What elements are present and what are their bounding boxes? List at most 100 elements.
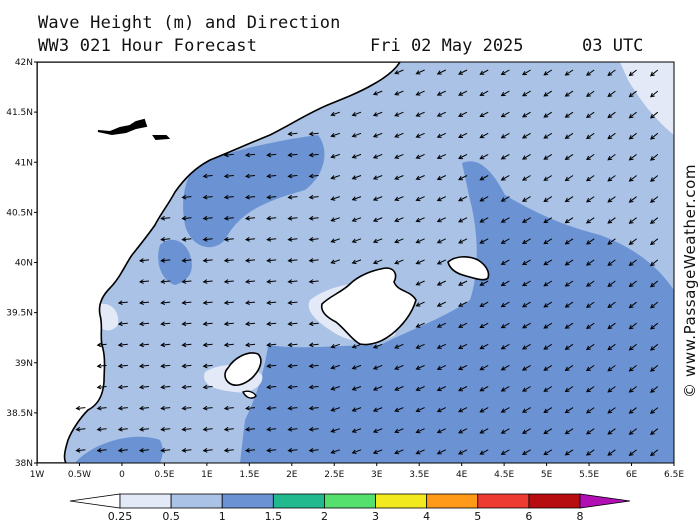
direction-arrow (331, 196, 340, 201)
direction-arrow (607, 111, 616, 118)
credit-text: © www.PassageWeather.com (681, 163, 699, 398)
direction-arrow (607, 428, 616, 435)
direction-arrow (629, 301, 637, 309)
arrow-head (585, 71, 591, 76)
direction-arrow (607, 69, 616, 76)
arrow-head (436, 302, 442, 307)
direction-arrow (586, 301, 595, 308)
legend-label: 0.25 (108, 510, 133, 523)
arrow-head (436, 133, 442, 138)
direction-arrow (288, 301, 298, 304)
arrow-head (394, 133, 400, 138)
direction-arrow (118, 301, 128, 304)
lon-tick-label: 0.5E (154, 470, 174, 480)
arrow-head (607, 113, 613, 119)
arrow-head (372, 344, 378, 349)
direction-arrow (224, 322, 234, 325)
direction-arrow (97, 343, 107, 346)
direction-arrow (543, 238, 553, 245)
arrow-head (458, 218, 463, 223)
arrow-head (223, 321, 229, 327)
arrow-head (372, 133, 378, 138)
arrow-head (160, 426, 166, 432)
arrow-head (521, 429, 527, 434)
direction-arrow (480, 69, 489, 75)
arrow-head (479, 197, 485, 202)
direction-arrow (501, 90, 510, 96)
arrow-head (458, 344, 463, 350)
direction-arrow (650, 301, 659, 309)
direction-arrow (245, 449, 256, 452)
lat-axis: 42N 41.5N 41N 40.5N 40N 39.5N 39N 38.5N 38N (6, 58, 37, 469)
arrow-head (628, 113, 634, 119)
direction-arrow (437, 90, 447, 96)
arrow-head (479, 302, 485, 307)
arrow-head (287, 342, 293, 348)
arrow-head (628, 240, 634, 245)
direction-arrow (416, 69, 425, 75)
arrow-head (223, 279, 229, 284)
arrow-head (287, 215, 293, 221)
direction-arrow (352, 132, 362, 137)
direction-arrow (458, 111, 468, 117)
arrow-head (372, 238, 378, 244)
arrow-head (181, 237, 187, 242)
direction-arrow (139, 322, 150, 325)
arrow-head (266, 321, 272, 327)
arrow-head (202, 405, 208, 411)
arrow-head (607, 345, 613, 351)
arrow-head (351, 175, 357, 180)
lat-tick-label: 41N (15, 158, 33, 168)
arrow-head (266, 384, 272, 390)
arrow-head (564, 366, 570, 371)
arrow-head (266, 342, 272, 348)
arrow-head (245, 342, 250, 348)
arrow-head (415, 407, 421, 413)
arrow-head (287, 237, 293, 242)
direction-arrow (416, 238, 425, 243)
direction-arrow (458, 407, 468, 413)
arrow-head (564, 197, 570, 203)
arrow-head (160, 363, 166, 369)
direction-arrow (565, 90, 574, 97)
direction-arrow (288, 386, 298, 388)
arrow-head (436, 450, 442, 455)
arrow-head (521, 366, 527, 371)
direction-arrow (480, 428, 489, 434)
legend-label: 1 (219, 510, 226, 523)
arrow-head (436, 281, 442, 286)
direction-arrow (437, 132, 447, 138)
direction-arrow (650, 196, 659, 203)
arrow-head (223, 448, 229, 453)
arrow-head (139, 426, 144, 432)
arrow-head (543, 134, 549, 139)
arrow-head (372, 449, 378, 455)
arrow-head (202, 300, 208, 306)
arrow-head (117, 448, 123, 453)
arrow-head (607, 451, 613, 456)
direction-arrow (480, 238, 489, 244)
direction-arrow (118, 407, 128, 409)
direction-arrow (394, 90, 404, 96)
arrow-head (181, 258, 187, 263)
arrow-head (308, 279, 314, 284)
direction-arrow (650, 407, 659, 414)
direction-arrow (650, 69, 659, 77)
arrow-head (564, 134, 570, 139)
arrow-head (117, 321, 123, 327)
arrow-head (521, 176, 527, 181)
direction-arrow (416, 428, 425, 433)
direction-arrow (203, 280, 213, 283)
arrow-head (308, 215, 314, 221)
arrow-head (372, 365, 378, 370)
direction-arrow (522, 175, 531, 181)
arrow-head (479, 323, 485, 328)
direction-arrow (331, 111, 340, 116)
arrow-head (543, 239, 549, 245)
arrow-head (394, 70, 400, 75)
arrow-head (117, 384, 123, 390)
lon-tick-label: 6E (626, 470, 638, 480)
arrow-head (650, 430, 655, 436)
direction-arrow (565, 364, 574, 371)
direction-arrow (309, 343, 319, 346)
